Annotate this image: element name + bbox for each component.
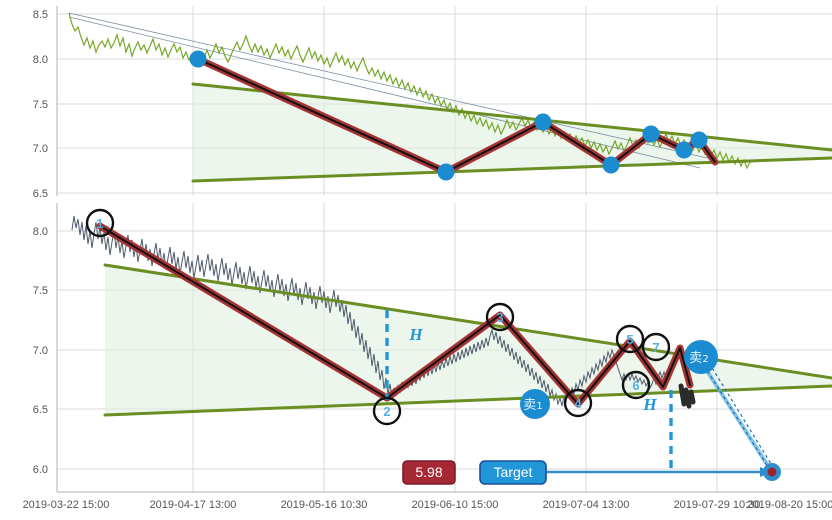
pivot-marker-2[interactable]: 2 [372,396,402,426]
lower-y-tick-3: 6.5 [33,404,48,416]
upper-y-tick-1: 8.0 [33,54,48,66]
upper-panel: 8.5 8.0 7.5 7.0 6.5 [33,6,832,200]
target-label-badge-label: Target [494,464,533,480]
lower-x-tick-0: 2019-03-22 15:00 [23,499,110,511]
upper-y-tick-3: 7.0 [33,143,48,155]
upper-y-tick-4: 6.5 [33,188,48,200]
pivot-marker-2-label: 2 [383,404,390,419]
upper-wedge-fill [193,84,832,181]
lower-y-tick-labels: 8.0 7.5 7.0 6.5 6.0 [33,226,48,476]
height-label-left: H [408,325,423,344]
sell-signal-2[interactable]: 卖2 [684,340,718,374]
lower-y-tick-0: 8.0 [33,226,48,238]
pivot-marker-3[interactable]: 3 [485,302,515,332]
pivot-marker-4[interactable]: 4 [563,388,593,418]
upper-pivot-dot-6 [675,141,693,159]
upper-y-tick-2: 7.5 [33,99,48,111]
lower-candle-cluster [678,383,696,409]
lower-panel: 8.0 7.5 7.0 6.5 6.0 [23,203,832,511]
pivot-marker-1-label: 1 [96,216,103,231]
lower-x-tick-4: 2019-07-04 13:00 [543,499,630,511]
pivot-marker-7-label: 7 [652,340,659,355]
height-label-right: H [642,395,657,414]
target-projection [697,355,777,474]
lower-x-tick-1: 2019-04-17 13:00 [150,499,237,511]
pivot-marker-3-label: 3 [496,310,503,325]
pivot-marker-6-label: 6 [632,378,639,393]
lower-y-tick-2: 7.0 [33,345,48,357]
lower-x-tick-5: 2019-07-29 10:30 [674,499,761,511]
pivot-marker-7[interactable]: 7 [641,332,671,362]
upper-pivot-dot-7 [690,131,708,149]
upper-pivot-dot-5 [642,125,660,143]
upper-y-tick-labels: 8.5 8.0 7.5 7.0 6.5 [33,9,48,200]
lower-y-tick-1: 7.5 [33,285,48,297]
pivot-marker-5-label: 5 [626,332,633,347]
target-price-badge-label: 5.98 [415,464,442,480]
target-endpoint-marker [763,463,781,481]
lower-y-tick-4: 6.0 [33,464,48,476]
sell-signal-1-index: 1 [536,401,542,412]
pivot-marker-6[interactable]: 6 [621,370,651,400]
upper-wedge-trendlines [191,82,832,183]
pivot-marker-1[interactable]: 1 [85,208,115,238]
upper-pivot-dot-4 [602,156,620,174]
sell-signal-2-index: 2 [702,354,708,365]
target-label-badge[interactable]: Target [479,460,547,485]
svg-text:卖1: 卖1 [523,398,542,413]
sell-signal-1[interactable]: 卖1 [520,389,550,419]
upper-pivot-dot-3 [534,113,552,131]
svg-text:卖2: 卖2 [689,351,708,366]
pivot-marker-5[interactable]: 5 [615,324,645,354]
pivot-markers: 1 2 3 4 5 [85,208,671,426]
lower-x-tick-6: 2019-08-20 15:00 [747,499,832,511]
upper-y-tick-0: 8.5 [33,9,48,21]
lower-x-tick-2: 2019-05-16 10:30 [281,499,368,511]
lower-x-tick-labels: 2019-03-22 15:00 2019-04-17 13:00 2019-0… [23,499,832,511]
sell-signal-2-label: 卖 [689,351,702,366]
sell-signal-1-label: 卖 [523,398,536,413]
lower-x-tick-3: 2019-06-10 15:00 [412,499,499,511]
target-price-badge[interactable]: 5.98 [402,460,456,485]
pivot-marker-4-label: 4 [574,396,582,411]
upper-pivot-dot-2 [437,163,455,181]
lower-zigzag [96,222,694,408]
upper-pivot-dot-1 [189,50,207,68]
upper-pivot-dots [189,50,708,181]
